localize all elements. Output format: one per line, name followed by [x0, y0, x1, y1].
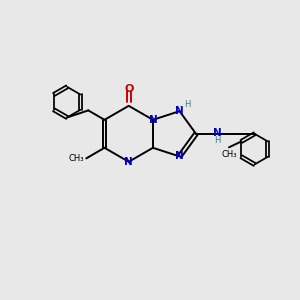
Text: CH₃: CH₃: [221, 150, 237, 159]
Text: N: N: [148, 115, 157, 125]
Text: H: H: [184, 100, 190, 109]
Text: N: N: [175, 152, 184, 161]
Text: O: O: [124, 84, 134, 94]
Text: H: H: [214, 136, 221, 145]
Text: N: N: [124, 157, 133, 167]
Text: N: N: [213, 128, 222, 138]
Text: CH₃: CH₃: [68, 154, 84, 163]
Text: N: N: [175, 106, 184, 116]
